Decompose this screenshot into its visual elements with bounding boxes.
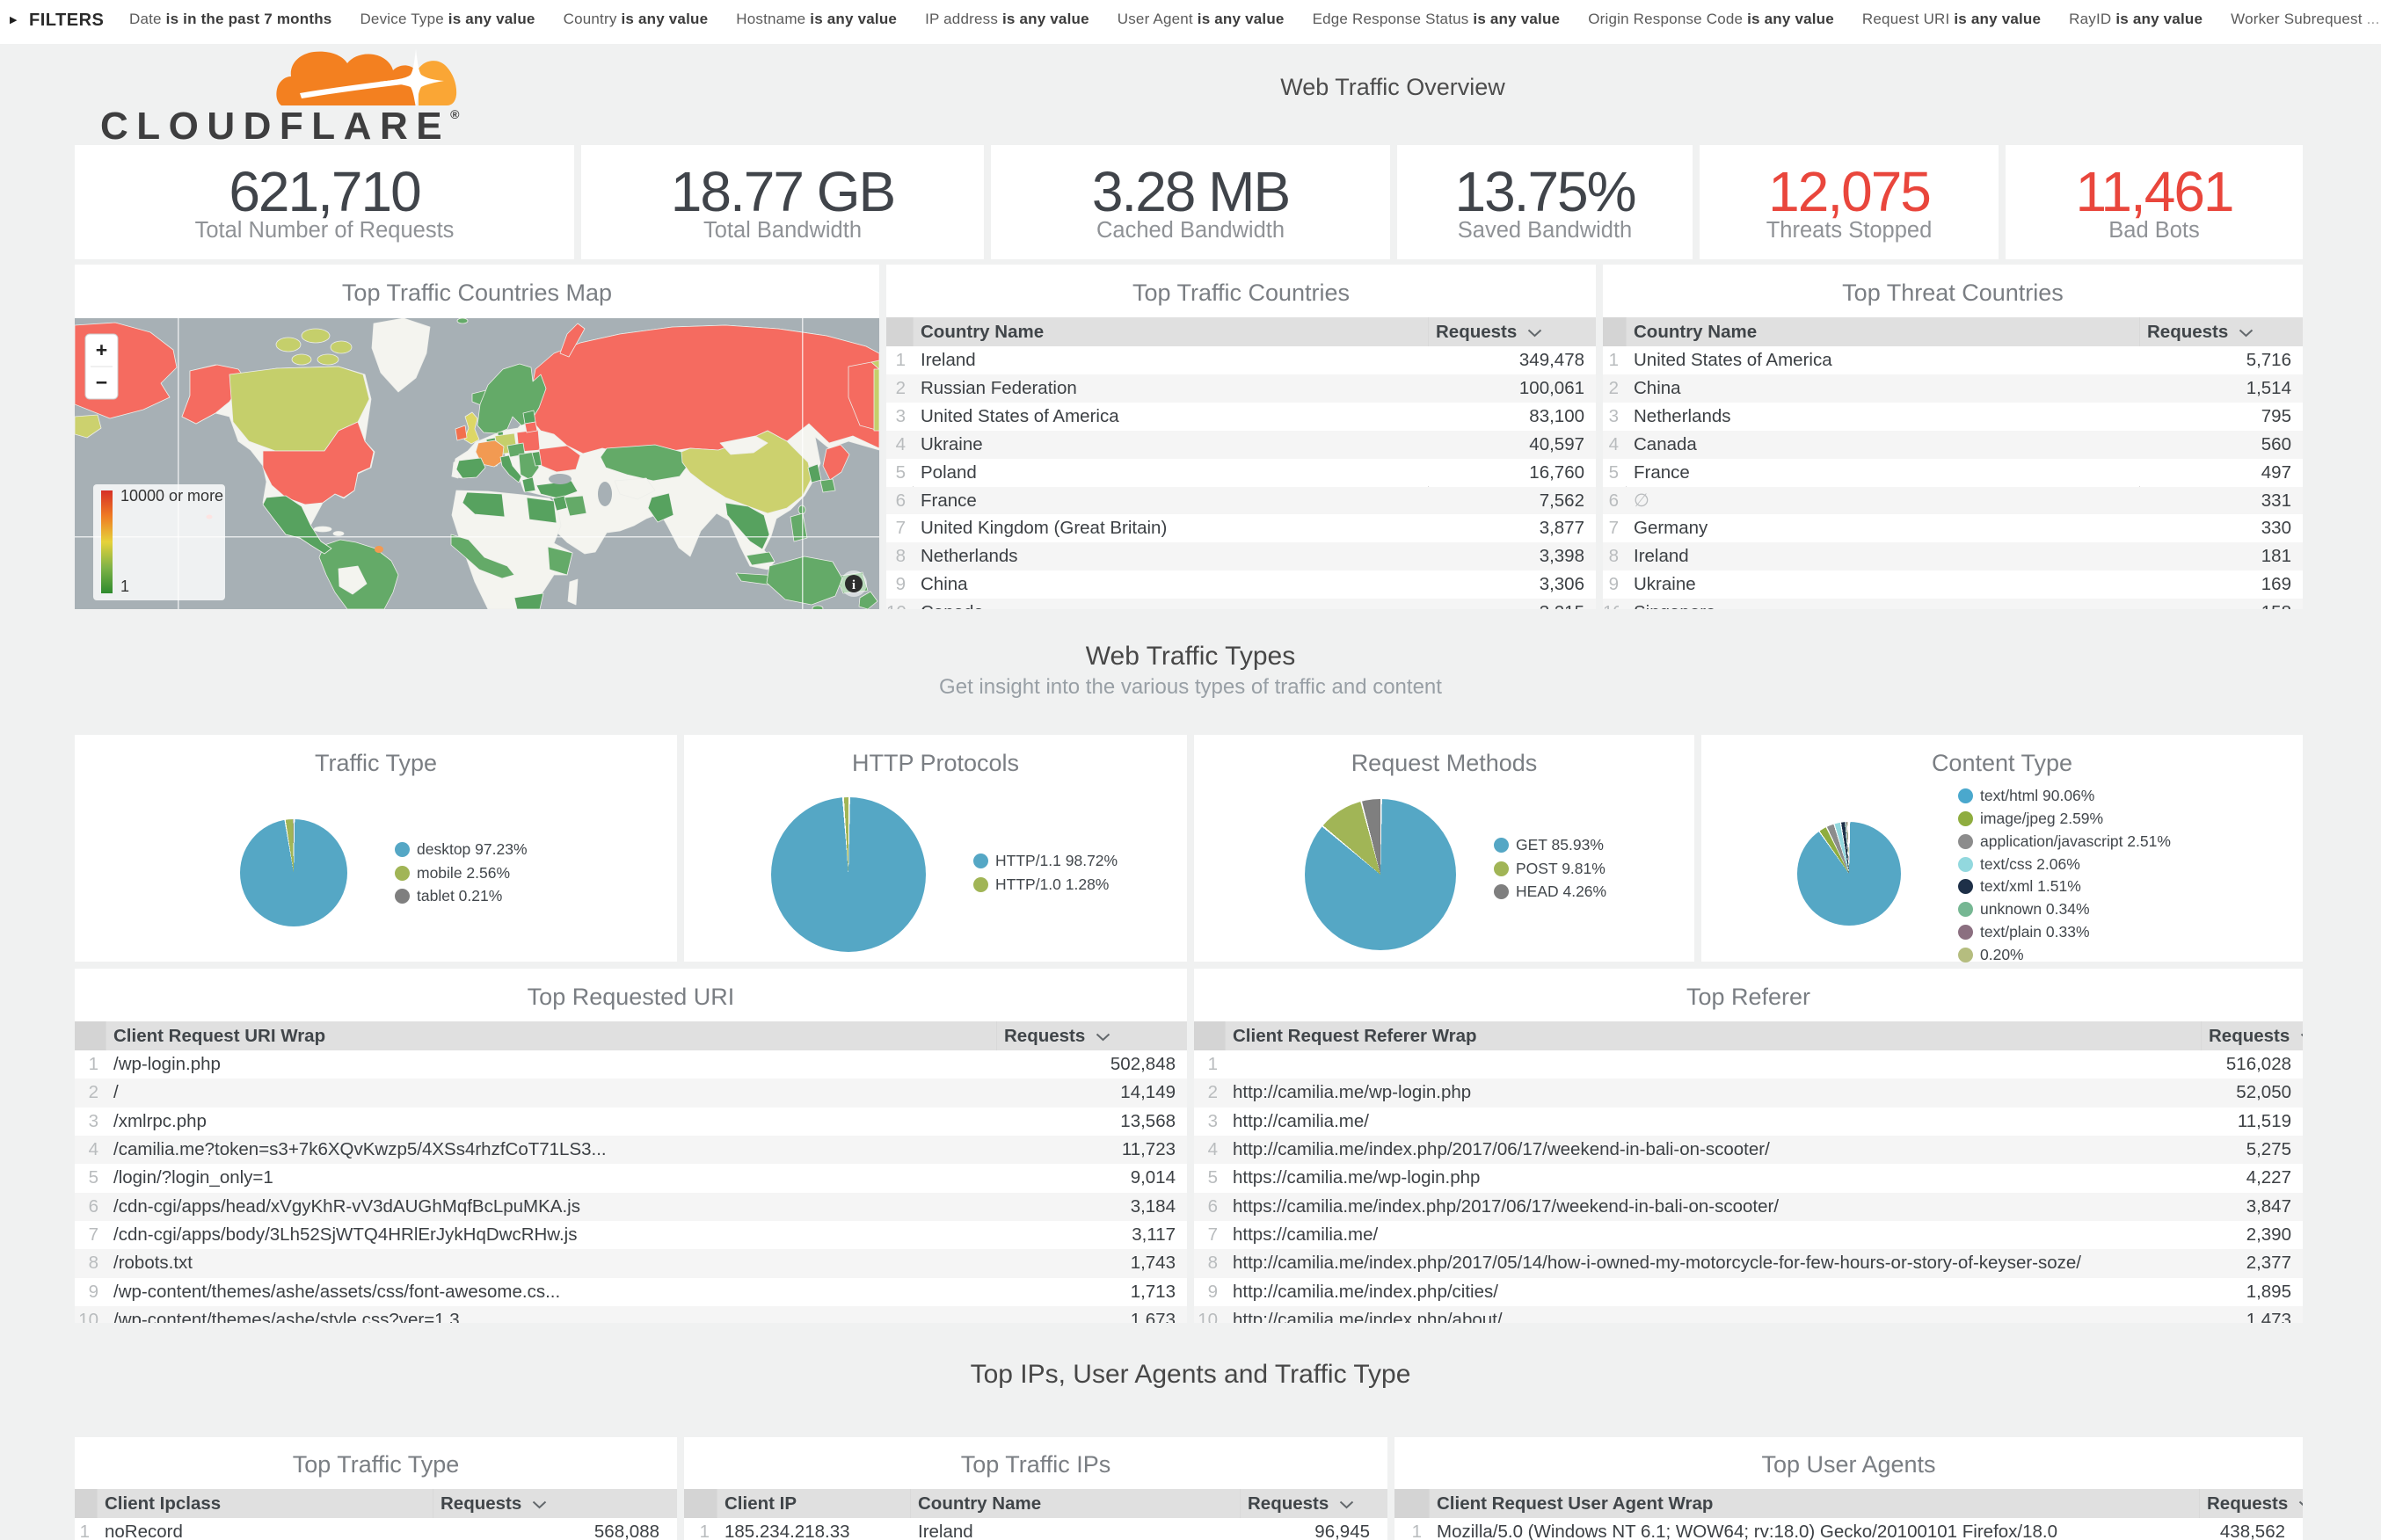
svg-text:−: − — [96, 371, 107, 394]
svg-text:i: i — [852, 578, 856, 592]
svg-text:+: + — [96, 338, 107, 361]
svg-text:1: 1 — [120, 578, 129, 595]
svg-text:10000 or more: 10000 or more — [120, 487, 223, 505]
